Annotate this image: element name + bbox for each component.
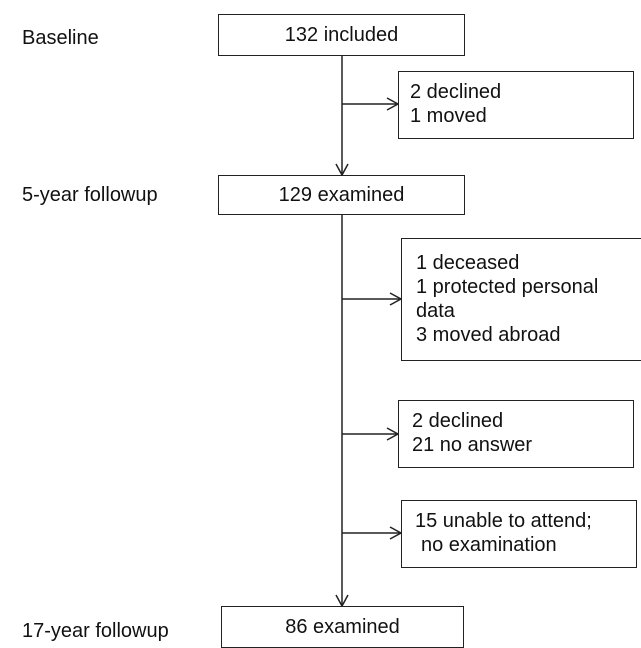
stage-label-5-year: 5-year followup (22, 184, 158, 206)
exclusion-1-line-2: 1 moved (410, 105, 487, 127)
exclusion-3-line-2: 21 no answer (412, 434, 533, 456)
exclusion-4-line-1: 15 unable to attend; (415, 510, 592, 532)
exclusion-box-1: 2 declined 1 moved (398, 71, 634, 139)
exclusion-2-line-1: 1 deceased (416, 252, 520, 274)
exclusion-2-line-2: 1 protected personal (416, 276, 599, 298)
exclusion-box-2: 1 deceased 1 protected personal data 3 m… (401, 238, 641, 361)
exclusion-2-line-3: data (416, 300, 455, 322)
box-5-year-examined: 129 examined (218, 175, 465, 215)
box-17-year-examined: 86 examined (221, 606, 464, 648)
stage-label-17-year: 17-year followup (22, 620, 169, 642)
stage-label-baseline: Baseline (22, 27, 99, 49)
box-baseline-included: 132 included (218, 14, 465, 56)
box-baseline-text: 132 included (284, 24, 399, 46)
box-5-year-text: 129 examined (278, 184, 405, 206)
exclusion-box-4: 15 unable to attend; no examination (401, 500, 637, 568)
box-17-year-text: 86 examined (285, 616, 400, 638)
exclusion-1-line-1: 2 declined (410, 81, 502, 103)
exclusion-2-line-4: 3 moved abroad (416, 324, 561, 346)
exclusion-3-line-1: 2 declined (412, 410, 504, 432)
exclusion-box-3: 2 declined 21 no answer (398, 400, 634, 468)
exclusion-4-line-2: no examination (421, 534, 557, 556)
